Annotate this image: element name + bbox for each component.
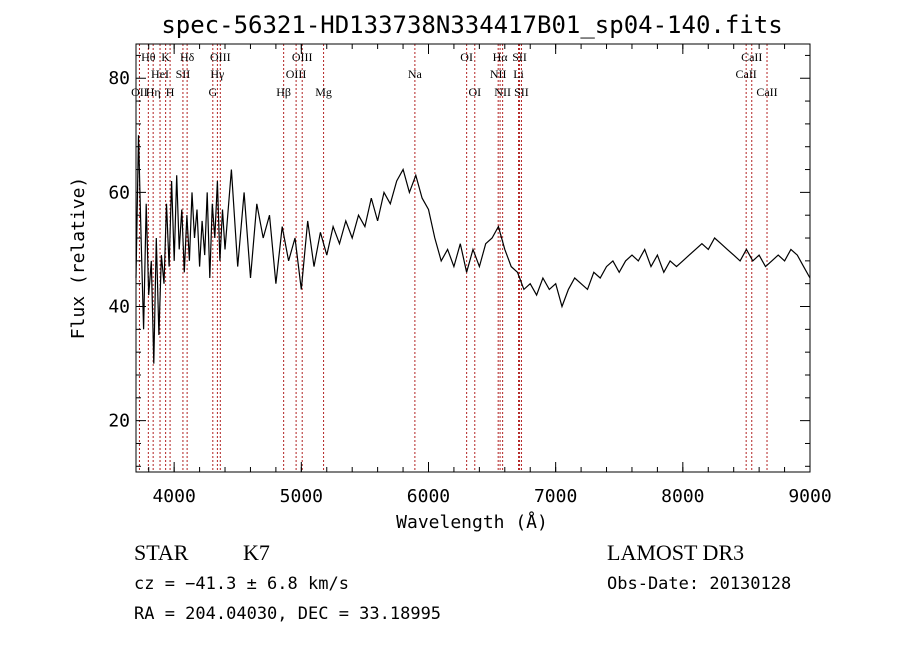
line-marker-label: SII [512, 50, 527, 64]
y-tick-label: 80 [108, 68, 130, 89]
object-class: STAR [134, 540, 189, 565]
line-marker-label: Na [408, 67, 423, 81]
line-marker-label: Hθ [141, 50, 156, 64]
line-marker-label: Hγ [210, 67, 225, 81]
line-marker-label: K [161, 50, 170, 64]
observation-date: Obs-Date: 20130128 [607, 574, 791, 594]
y-tick-label: 40 [108, 297, 130, 318]
line-marker-label: OI [468, 85, 481, 99]
line-marker-label: SII [176, 67, 191, 81]
line-marker-label: SII [514, 85, 529, 99]
line-marker-label: OIII [292, 50, 313, 64]
line-marker-label: NII [490, 67, 507, 81]
x-tick-label: 9000 [788, 486, 831, 507]
line-marker-label: G [208, 85, 217, 99]
coordinates-info: RA = 204.04030, DEC = 33.18995 [134, 604, 441, 624]
x-axis-label: Wavelength (Å) [396, 511, 548, 533]
subclass: K7 [243, 540, 270, 565]
line-marker-label: CaII [735, 67, 756, 81]
line-marker-label: Hη [146, 85, 161, 99]
line-marker-label: OI [460, 50, 473, 64]
redshift-info: cz = −41.3 ± 6.8 km/s [134, 574, 349, 594]
x-tick-label: 5000 [280, 486, 323, 507]
line-marker-layer [138, 44, 768, 472]
line-marker-label: Li [513, 67, 524, 81]
x-tick-label: 7000 [534, 486, 577, 507]
line-marker-label: OIII [286, 67, 307, 81]
line-marker-label: H [166, 85, 175, 99]
y-axis: 20 40 60 80 [108, 54, 810, 467]
y-tick-label: 60 [108, 182, 130, 203]
spectrum-line [135, 135, 811, 364]
x-tick-label: 4000 [152, 486, 195, 507]
line-marker-label: Mg [315, 85, 332, 99]
y-tick-label: 20 [108, 411, 130, 432]
line-marker-label: CaII [741, 50, 762, 64]
line-marker-label: HeI [151, 67, 169, 81]
plot-frame [135, 43, 811, 473]
x-tick-label: 6000 [407, 486, 450, 507]
x-axis: 4000 5000 6000 7000 8000 9000 [148, 44, 832, 507]
line-marker-label: OII [131, 85, 148, 99]
chart-title: spec-56321-HD133738N334417B01_sp04-140.f… [161, 11, 782, 39]
line-marker-label: Hδ [180, 50, 195, 64]
line-marker-label: NII [494, 85, 511, 99]
survey-name: LAMOST DR3 [607, 540, 744, 565]
line-marker-label: CaII [756, 85, 777, 99]
line-marker-label: Hβ [276, 85, 291, 99]
line-marker-label: Hα [493, 50, 509, 64]
line-marker-label: OIII [210, 50, 231, 64]
x-tick-label: 8000 [661, 486, 704, 507]
y-axis-label: Flux (relative) [68, 177, 89, 340]
